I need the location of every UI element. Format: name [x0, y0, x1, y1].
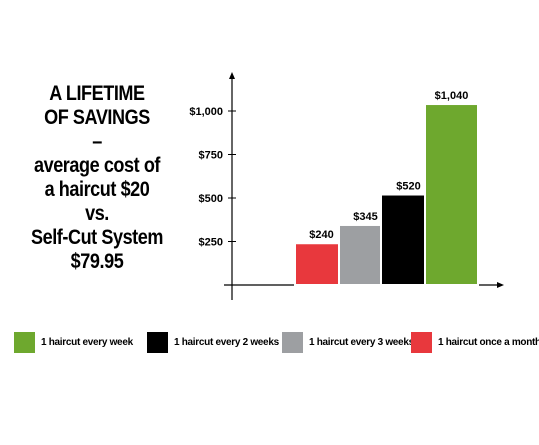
headline-line: a haircut $20 [44, 178, 150, 201]
headline-line: $79.95 [70, 250, 124, 273]
y-tick-label: $250 [199, 237, 223, 249]
y-tick-label: $750 [199, 150, 223, 162]
legend-label: 1 haircut every week [41, 337, 133, 348]
headline-line: OF SAVINGS [44, 106, 150, 129]
legend-item-every-week: 1 haircut every week [14, 332, 133, 353]
x-axis-arrow [497, 282, 504, 288]
bar-value-label: $345 [353, 211, 377, 223]
legend-swatch [14, 332, 35, 353]
legend-swatch [147, 332, 168, 353]
y-tick-label: $1,000 [189, 106, 223, 118]
headline-line: average cost of [33, 154, 161, 177]
bar-4 [424, 103, 479, 287]
chart-labels: $250 $500 $750 $1,000 $240 $345 $520 $1,040 [189, 90, 468, 248]
y-tick-label: $500 [199, 193, 223, 205]
headline-line: Self-Cut System [30, 226, 164, 249]
legend-item-every-3-weeks: 1 haircut every 3 weeks [282, 332, 414, 353]
bar-value-label: $1,040 [435, 90, 469, 102]
chart-bars [294, 103, 479, 287]
legend-label: 1 haircut every 3 weeks [309, 337, 414, 348]
headline-line: A LIFETIME [49, 82, 145, 105]
headline: A LIFETIME OF SAVINGS – average cost of … [20, 82, 173, 274]
legend: 1 haircut every week 1 haircut every 2 w… [0, 332, 539, 356]
legend-swatch [411, 332, 432, 353]
bar-value-label: $520 [396, 181, 420, 193]
y-axis-arrow [229, 72, 235, 79]
headline-line: vs. [85, 202, 109, 225]
legend-label: 1 haircut once a month [438, 337, 539, 348]
savings-bar-chart: $250 $500 $750 $1,000 $240 $345 $520 $1,040 [189, 72, 504, 300]
legend-swatch [282, 332, 303, 353]
legend-label: 1 haircut every 2 weeks [174, 337, 279, 348]
headline-line: – [92, 130, 102, 153]
bar-value-label: $240 [309, 229, 333, 241]
legend-item-every-2-weeks: 1 haircut every 2 weeks [147, 332, 279, 353]
legend-item-once-a-month: 1 haircut once a month [411, 332, 539, 353]
